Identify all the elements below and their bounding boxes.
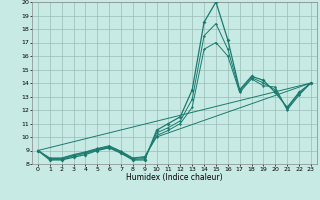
X-axis label: Humidex (Indice chaleur): Humidex (Indice chaleur) (126, 173, 223, 182)
